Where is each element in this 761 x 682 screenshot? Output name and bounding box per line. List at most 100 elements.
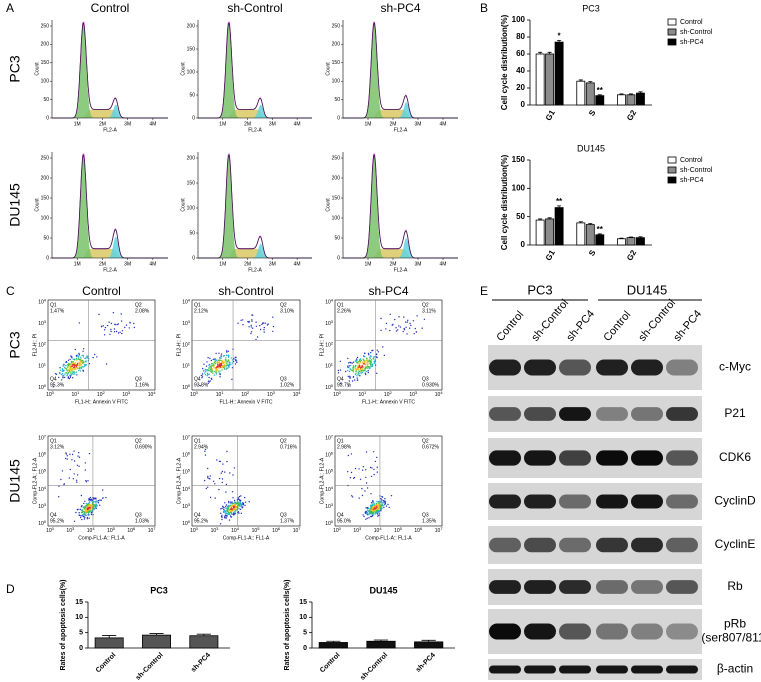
event-dot <box>351 496 354 498</box>
log-exponent: 3 <box>188 319 191 324</box>
log-exponent: 0 <box>188 519 191 524</box>
bar <box>318 642 348 649</box>
event-dot <box>76 360 78 362</box>
event-dot <box>63 376 66 379</box>
event-dot <box>241 507 243 509</box>
quadrant-name: Q1 <box>337 438 344 444</box>
event-dot <box>99 504 101 506</box>
x-tick-label: G1 <box>544 108 557 122</box>
event-dot <box>58 496 60 498</box>
log-tick-label: 104 <box>325 298 334 306</box>
bar <box>545 218 555 246</box>
log-exponent: 4 <box>331 298 334 303</box>
log-exponent: 1 <box>77 390 80 395</box>
blot-band <box>559 665 591 674</box>
event-dot <box>225 515 227 517</box>
event-dot <box>229 501 232 503</box>
event-dot <box>366 358 368 360</box>
event-dot <box>72 478 75 480</box>
x-axis-label: FL1-H:: Annexin V FITC <box>219 399 272 405</box>
event-dot <box>69 374 71 376</box>
event-dot <box>423 318 426 320</box>
blot-band <box>666 450 698 466</box>
event-dot <box>85 508 87 510</box>
x-tick-label: 3M <box>269 121 276 127</box>
bar <box>142 634 171 649</box>
event-dot <box>366 517 368 519</box>
y-tick-label: 0 <box>337 115 340 121</box>
event-dot <box>228 366 230 368</box>
log-tick-label: 103 <box>122 390 131 398</box>
y-tick-label: 250 <box>332 155 341 161</box>
event-dot <box>211 365 213 367</box>
log-tick-label: 100 <box>325 519 334 527</box>
event-dot <box>354 368 356 370</box>
event-dot <box>264 322 266 324</box>
event-dot <box>347 375 349 378</box>
event-dot <box>371 507 374 509</box>
event-dot <box>392 323 394 326</box>
y-axis-label: FL2-H:: PI <box>176 334 182 357</box>
event-dot <box>225 504 228 506</box>
x-axis-label: FL1-H:: Annexin V FITC <box>75 399 128 405</box>
event-dot <box>368 511 371 514</box>
log-tick-label: 103 <box>409 390 418 398</box>
log-tick-label: 101 <box>182 362 191 370</box>
event-dot <box>368 514 370 516</box>
x-tick-label: 4M <box>149 261 156 267</box>
event-dot <box>115 330 118 333</box>
event-dot <box>225 507 228 509</box>
event-dot <box>367 371 369 374</box>
quadrant-percent: 3.10% <box>280 308 295 314</box>
event-dot <box>65 453 68 455</box>
log-tick-label: 100 <box>333 390 342 398</box>
event-dot <box>377 501 380 503</box>
quadrant-percent: 2.94% <box>194 444 209 450</box>
event-dot <box>70 366 72 368</box>
event-dot <box>78 365 80 367</box>
event-dot <box>224 471 226 473</box>
event-dot <box>219 523 222 525</box>
event-dot <box>380 498 382 500</box>
event-dot <box>374 359 376 361</box>
log-base: 10 <box>182 321 188 327</box>
lane-label: sh-PC4 <box>564 308 597 344</box>
log-tick-label: 100 <box>46 390 55 398</box>
plot-frame <box>191 435 301 527</box>
event-dot <box>373 509 376 512</box>
log-base: 10 <box>107 528 113 534</box>
axis <box>51 152 168 259</box>
event-dot <box>82 515 84 517</box>
event-dot <box>98 313 100 316</box>
event-dot <box>371 365 374 367</box>
log-exponent: 3 <box>216 526 219 531</box>
blot-band <box>631 537 663 553</box>
event-dot <box>356 369 358 371</box>
blot-band <box>524 665 556 674</box>
event-dot <box>355 372 357 374</box>
event-dot <box>387 503 389 506</box>
log-base: 10 <box>325 470 331 476</box>
significance-mark: * <box>558 32 562 41</box>
x-axis-label: FL2-A <box>248 267 262 273</box>
log-tick-label: 102 <box>38 340 47 348</box>
y-tick-label: 20 <box>516 83 525 92</box>
event-dot <box>225 350 228 352</box>
blot-band <box>489 580 521 594</box>
y-axis-label: Comp-FL2-A:: FL2-A <box>319 457 325 504</box>
log-exponent: 4 <box>153 390 156 395</box>
event-dot <box>59 372 61 374</box>
event-dot <box>133 322 135 325</box>
y-tick-label: 50 <box>516 212 525 221</box>
y-tick-label: 50 <box>334 235 340 241</box>
event-dot <box>226 362 228 364</box>
event-dot <box>263 329 265 331</box>
event-dot <box>207 357 209 359</box>
event-dot <box>212 364 214 366</box>
event-dot <box>82 350 84 352</box>
event-dot <box>215 373 217 375</box>
event-dot <box>377 509 379 511</box>
log-exponent: 5 <box>188 468 191 473</box>
lane-label: sh-PC4 <box>671 308 704 344</box>
event-dot <box>88 509 90 512</box>
